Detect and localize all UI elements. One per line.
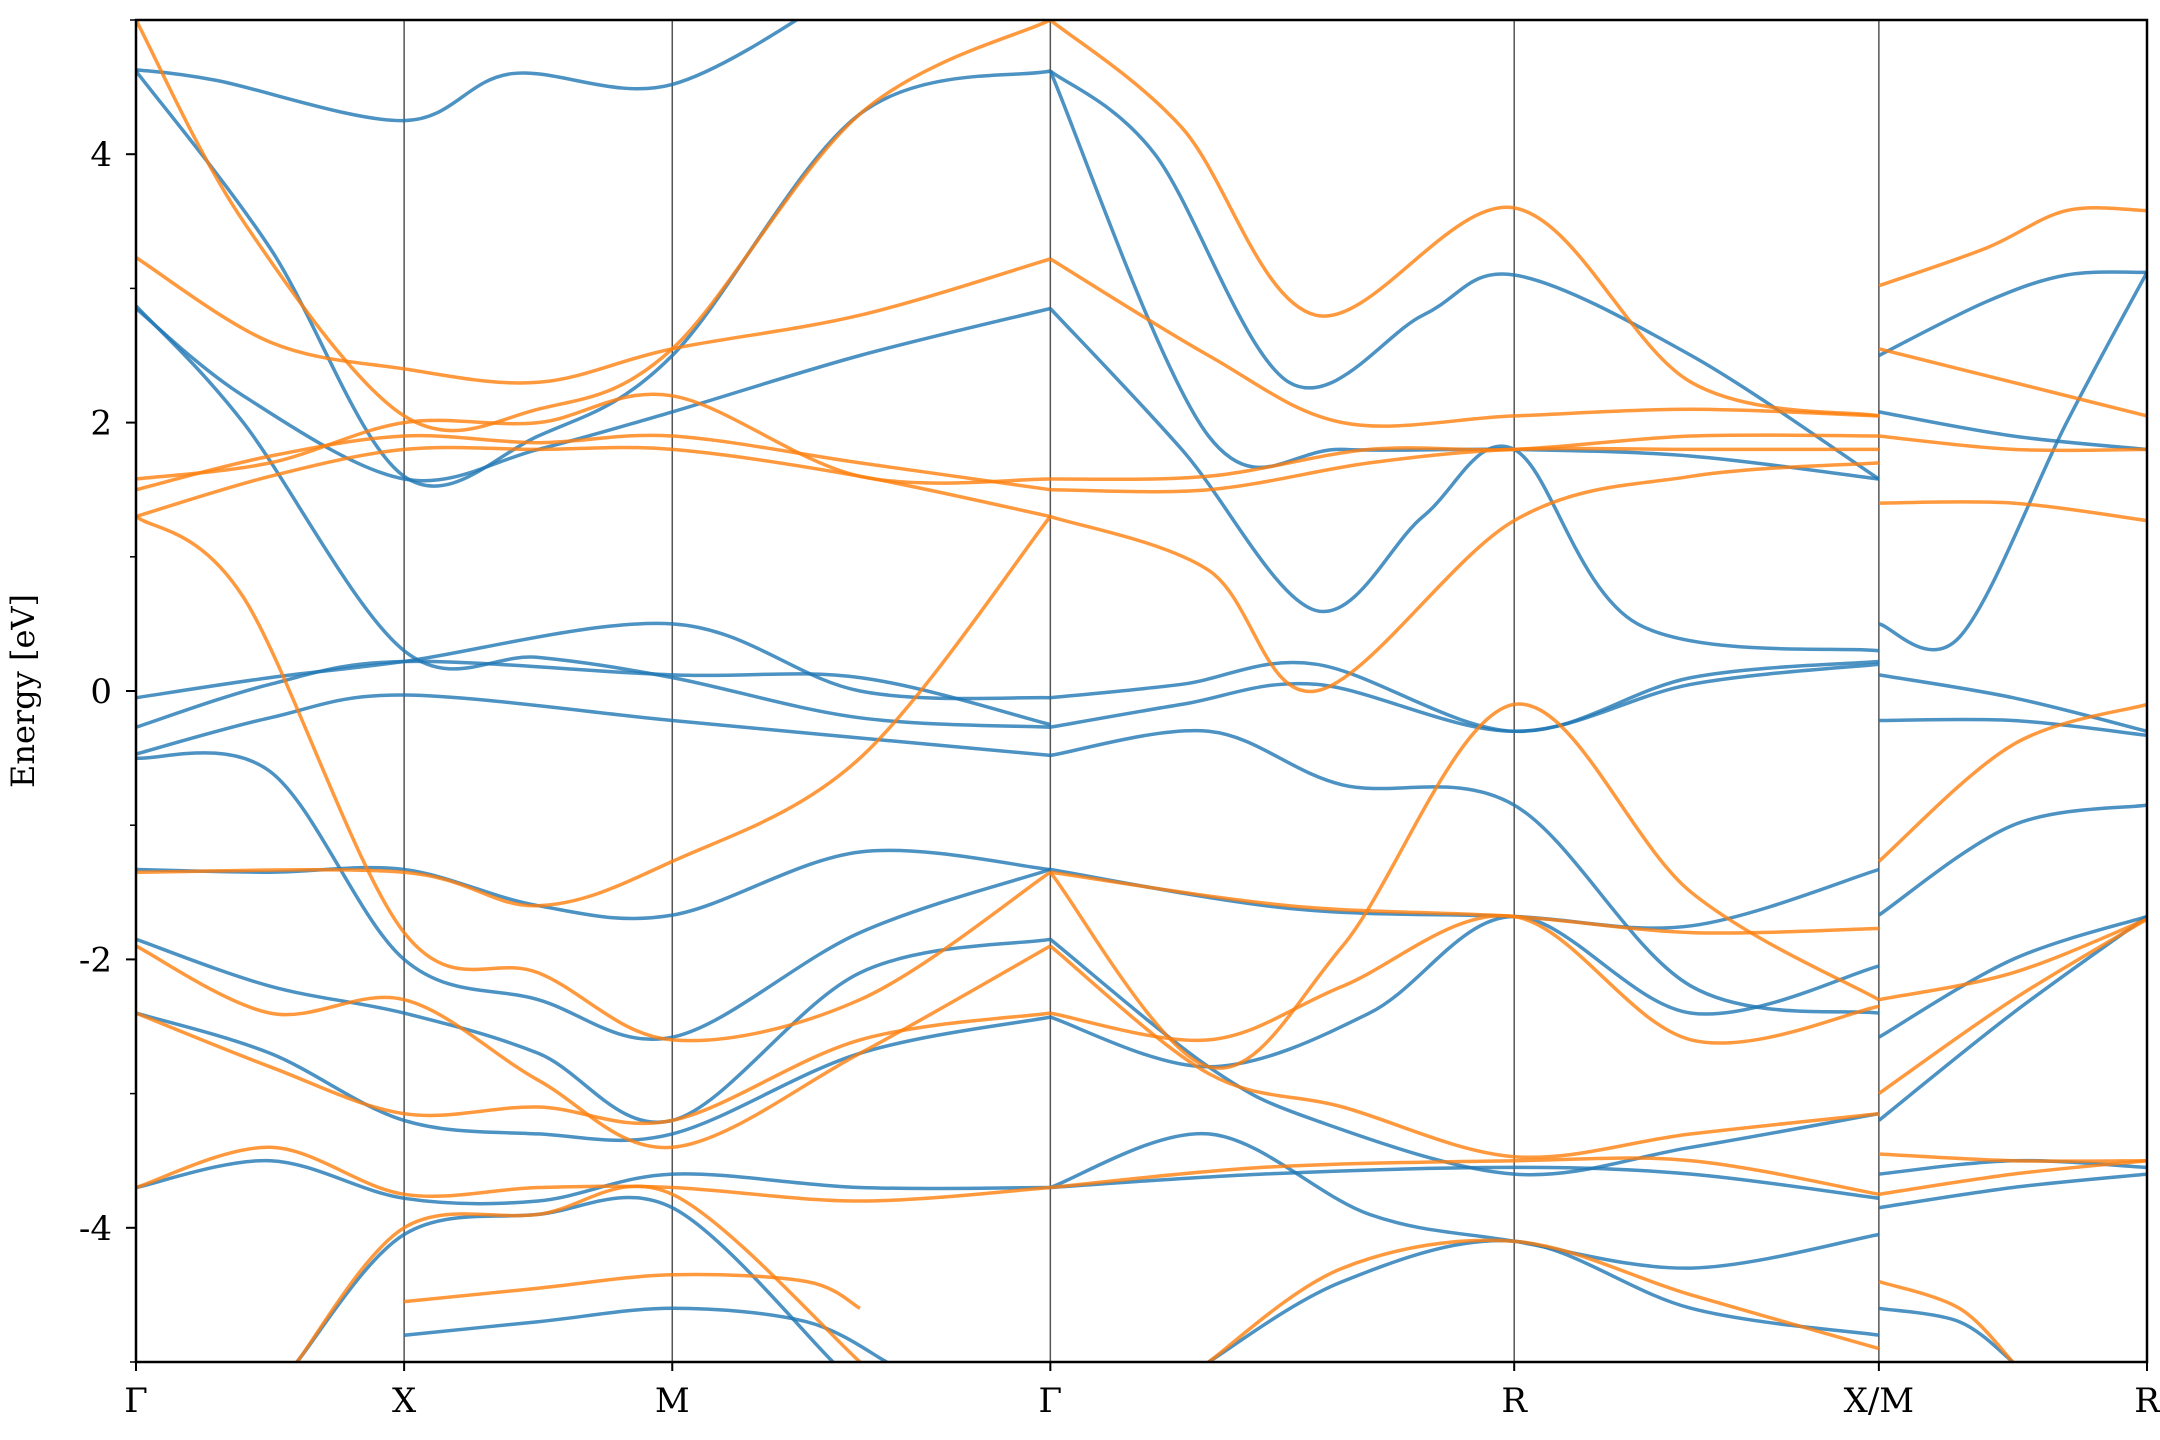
orange-band-line <box>136 20 1052 433</box>
orange-band-line <box>136 1011 1051 1126</box>
blue-band-line <box>1878 1172 2147 1210</box>
blue-band-line <box>295 1195 835 1362</box>
x-axis: Γ X M Γ R X/M R <box>124 1362 2160 1421</box>
x-tick-label: X/M <box>1844 1381 1914 1421</box>
blue-band-line <box>136 20 800 123</box>
orange-band-line <box>136 944 1052 1150</box>
blue-band-line <box>1050 659 1880 734</box>
orange-band-line <box>1050 446 1879 494</box>
orange-band-line <box>1207 1238 1880 1362</box>
blue-band-line <box>1049 937 1880 1177</box>
blue-band-line <box>1878 271 2147 652</box>
x-tick-label: R <box>1501 1381 1528 1421</box>
blue-band-line <box>1048 70 1880 481</box>
blue-band-line <box>1049 69 1880 481</box>
orange-band-line <box>295 1184 862 1362</box>
orange-band-line <box>1878 500 2147 523</box>
orange-band-line <box>1049 20 1880 418</box>
blue-band-line <box>136 621 1051 701</box>
y-tick-label: -4 <box>79 1209 112 1249</box>
blue-band-line <box>1877 915 2147 1122</box>
blue-band-line <box>1878 914 2147 1039</box>
orange-band-line <box>136 256 1051 385</box>
orange-band-line <box>1878 347 2147 418</box>
orange-band-line <box>1050 913 1880 1045</box>
x-tick-label: Γ <box>124 1381 148 1421</box>
bands <box>136 20 2147 1362</box>
orange-band-line <box>136 1145 1051 1203</box>
blue-band-line <box>1049 1131 1880 1270</box>
orange-band-line <box>1878 1279 2015 1362</box>
x-tick-label: M <box>655 1381 690 1421</box>
blue-band-line <box>1877 803 2147 917</box>
blue-band-line <box>1050 728 1880 1015</box>
orange-band-line <box>1049 461 1880 694</box>
orange-band-line <box>1877 917 2147 1096</box>
x-tick-label: X <box>392 1381 417 1421</box>
orange-band-line <box>1877 702 2147 863</box>
orange-band-line <box>1049 944 1880 1160</box>
blue-band-line <box>1878 673 2147 733</box>
blue-band-line <box>136 1011 1051 1143</box>
orange-band-line <box>1878 434 2147 453</box>
orange-band-line <box>1049 257 1879 428</box>
orange-band-line <box>403 1272 861 1310</box>
blue-band-line <box>1207 1238 1880 1362</box>
y-tick-label: 0 <box>90 672 112 712</box>
orange-band-line <box>1050 1156 1880 1197</box>
orange-band-line <box>136 433 1051 492</box>
orange-band-line <box>1878 1152 2147 1163</box>
orange-band-line <box>1878 1158 2147 1197</box>
orange-band-line <box>1048 702 1880 1070</box>
blue-band-line <box>1878 270 2147 358</box>
axes-box <box>134 18 2149 1364</box>
orange-band-line <box>136 445 1051 519</box>
blue-band-line <box>1878 410 2147 452</box>
blue-band-line <box>136 659 1051 729</box>
y-tick-label: 2 <box>90 404 112 444</box>
orange-band-line <box>1878 206 2147 288</box>
kpoint-lines <box>403 20 1880 1362</box>
orange-band-line <box>1050 433 1879 482</box>
blue-band-line <box>1050 1165 1880 1201</box>
blue-band-line <box>1050 662 1880 734</box>
blue-band-line <box>136 693 1051 758</box>
orange-band-line <box>1878 917 2147 1002</box>
x-tick-label: R <box>2134 1381 2160 1421</box>
blue-band-line <box>1878 717 2147 738</box>
y-tick-label: -2 <box>79 940 112 980</box>
x-tick-label: Γ <box>1039 1381 1063 1421</box>
blue-band-line <box>1878 1306 2014 1362</box>
blue-band-line <box>136 751 1051 1042</box>
blue-band-line <box>136 937 1051 1124</box>
orange-band-line <box>136 515 1052 1043</box>
y-axis-label: Energy [eV] <box>4 594 42 788</box>
blue-band-line <box>1049 307 1880 653</box>
orange-band-line <box>136 515 1052 908</box>
blue-band-line <box>136 304 1051 729</box>
blue-band-line <box>136 848 1051 921</box>
y-axis: -4 -2 0 2 4 <box>79 19 136 1363</box>
blue-band-line <box>1050 867 1880 930</box>
blue-band-line <box>136 69 1051 488</box>
blue-band-line <box>136 1158 1051 1206</box>
y-tick-label: 4 <box>90 135 112 175</box>
plot-frame <box>134 18 2149 1364</box>
